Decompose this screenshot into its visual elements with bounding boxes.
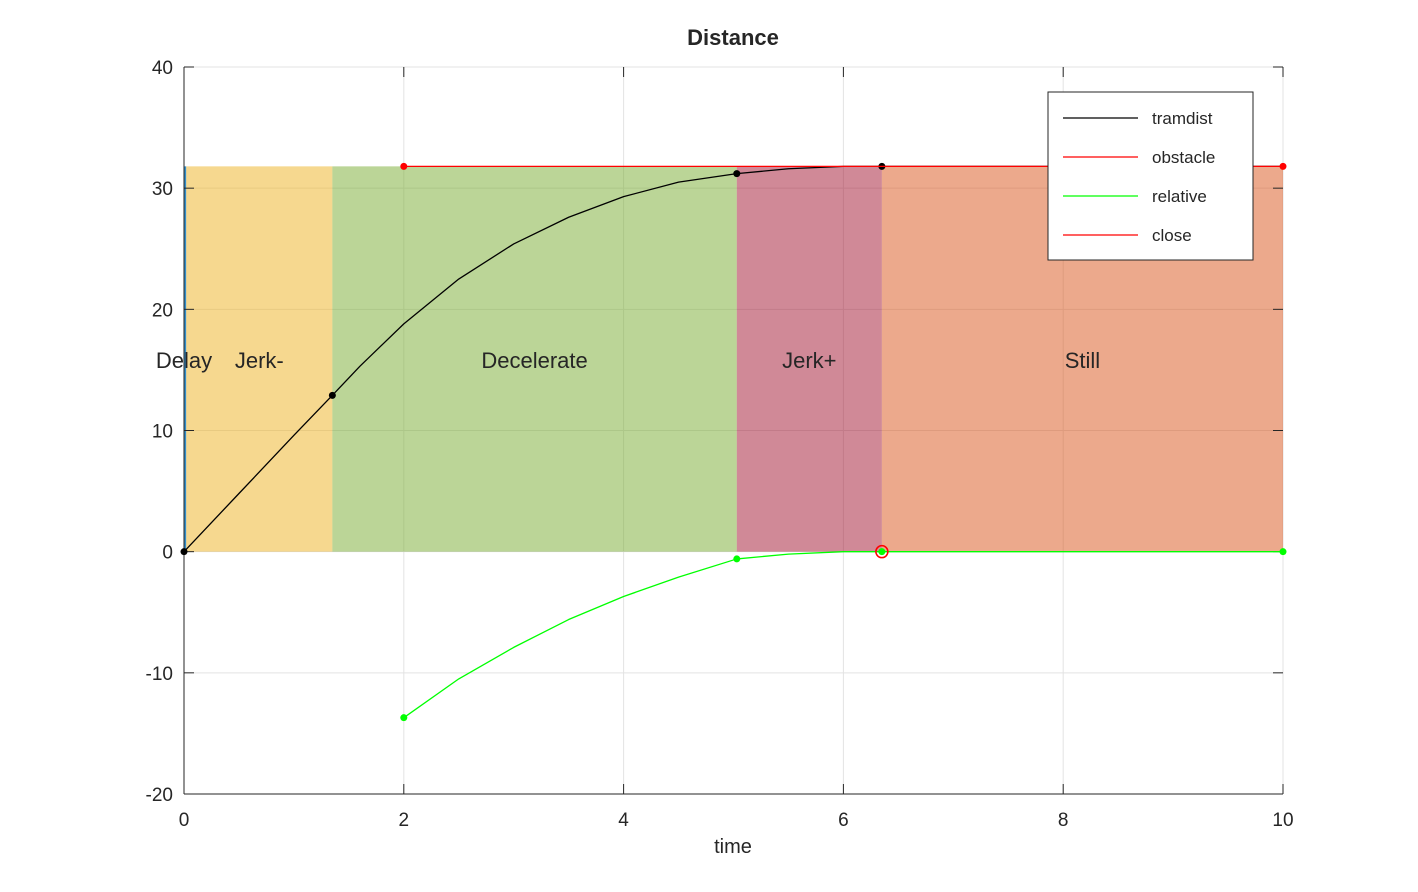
series-point-relative	[878, 548, 886, 556]
phase-region	[186, 166, 333, 552]
legend-label: tramdist	[1152, 109, 1213, 128]
axes: 0 2 4 6 8 10 -20 -10 0 10 20 30 40	[146, 58, 1294, 831]
y-tick-label: 30	[152, 179, 173, 200]
x-tick-label: 8	[1058, 810, 1069, 831]
series-point-tramdist	[328, 391, 336, 399]
series-point-tramdist	[733, 170, 741, 178]
series-line-relative	[403, 551, 1283, 719]
close-marker	[875, 544, 889, 559]
legend-label: close	[1152, 226, 1192, 245]
phase-region	[736, 166, 882, 552]
legend-label: relative	[1152, 187, 1207, 206]
plot-series	[180, 162, 1287, 722]
x-tick-label: 0	[179, 810, 190, 831]
phase-label: Delay	[156, 348, 212, 373]
phase-label: Jerk+	[782, 348, 836, 373]
phase-label: Jerk-	[235, 348, 284, 373]
series-point-relative	[733, 555, 741, 563]
series-point-obstacle	[1279, 162, 1287, 170]
series-point-tramdist	[180, 548, 188, 556]
y-tick-label: -10	[146, 664, 173, 685]
y-tick-label: 20	[152, 300, 173, 321]
legend-box	[1047, 91, 1254, 261]
phase-label: Still	[1065, 348, 1100, 373]
x-tick-label: 6	[838, 810, 849, 831]
phase-region	[332, 166, 737, 552]
x-tick-label: 4	[618, 810, 629, 831]
x-tick-label: 2	[399, 810, 410, 831]
y-tick-label: -20	[146, 785, 173, 806]
y-tick-label: 40	[152, 58, 173, 79]
series-point-relative	[1279, 548, 1287, 556]
legend-label: obstacle	[1152, 148, 1215, 167]
y-tick-label: 0	[162, 543, 173, 564]
x-tick-label: 10	[1272, 810, 1293, 831]
series-line-tramdist	[183, 165, 1283, 553]
series-point-relative	[400, 714, 408, 722]
phase-region	[184, 166, 187, 552]
x-axis-label: time	[714, 836, 752, 858]
phase-labels: Delay Jerk- Decelerate Jerk+ Still	[156, 348, 1100, 373]
chart-title: Distance	[687, 25, 779, 50]
series-point-obstacle	[400, 162, 408, 170]
legend: tramdist obstacle relative close	[1047, 91, 1254, 261]
y-tick-label: 10	[152, 422, 173, 443]
phase-label: Decelerate	[481, 348, 587, 373]
